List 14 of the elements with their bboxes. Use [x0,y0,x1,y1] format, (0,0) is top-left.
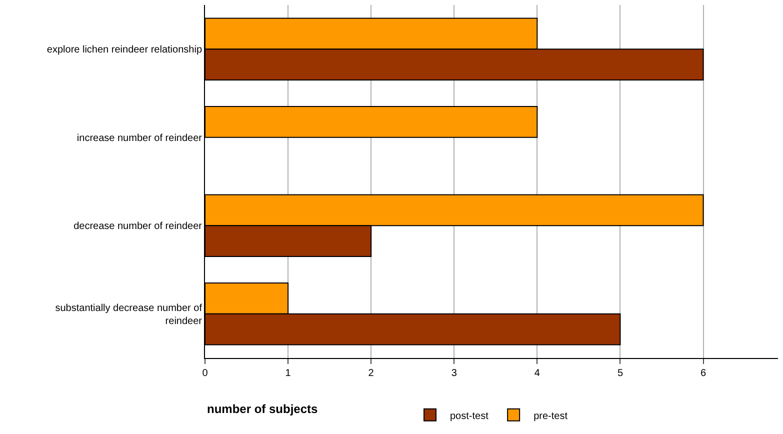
x-axis-title: number of subjects [207,402,318,416]
y-tick-label: substantially decrease number of reindeer [55,302,203,327]
x-tick-label: 2 [368,368,374,379]
x-tick-label: 5 [617,368,624,379]
x-tick-label: 1 [285,368,292,379]
legend-label: post-test [450,410,489,422]
legend-label: pre-test [534,410,568,422]
y-tick-label: decrease number of reindeer [74,221,203,232]
y-tick-label: increase number of reindeer [76,132,203,144]
x-tick-label: 6 [700,368,706,379]
x-tick-label: 3 [451,368,458,379]
x-tick-label: 4 [534,368,540,379]
x-tick-label: 0 [202,368,208,379]
y-tick-label: explore lichen reindeer relationship [46,44,202,56]
